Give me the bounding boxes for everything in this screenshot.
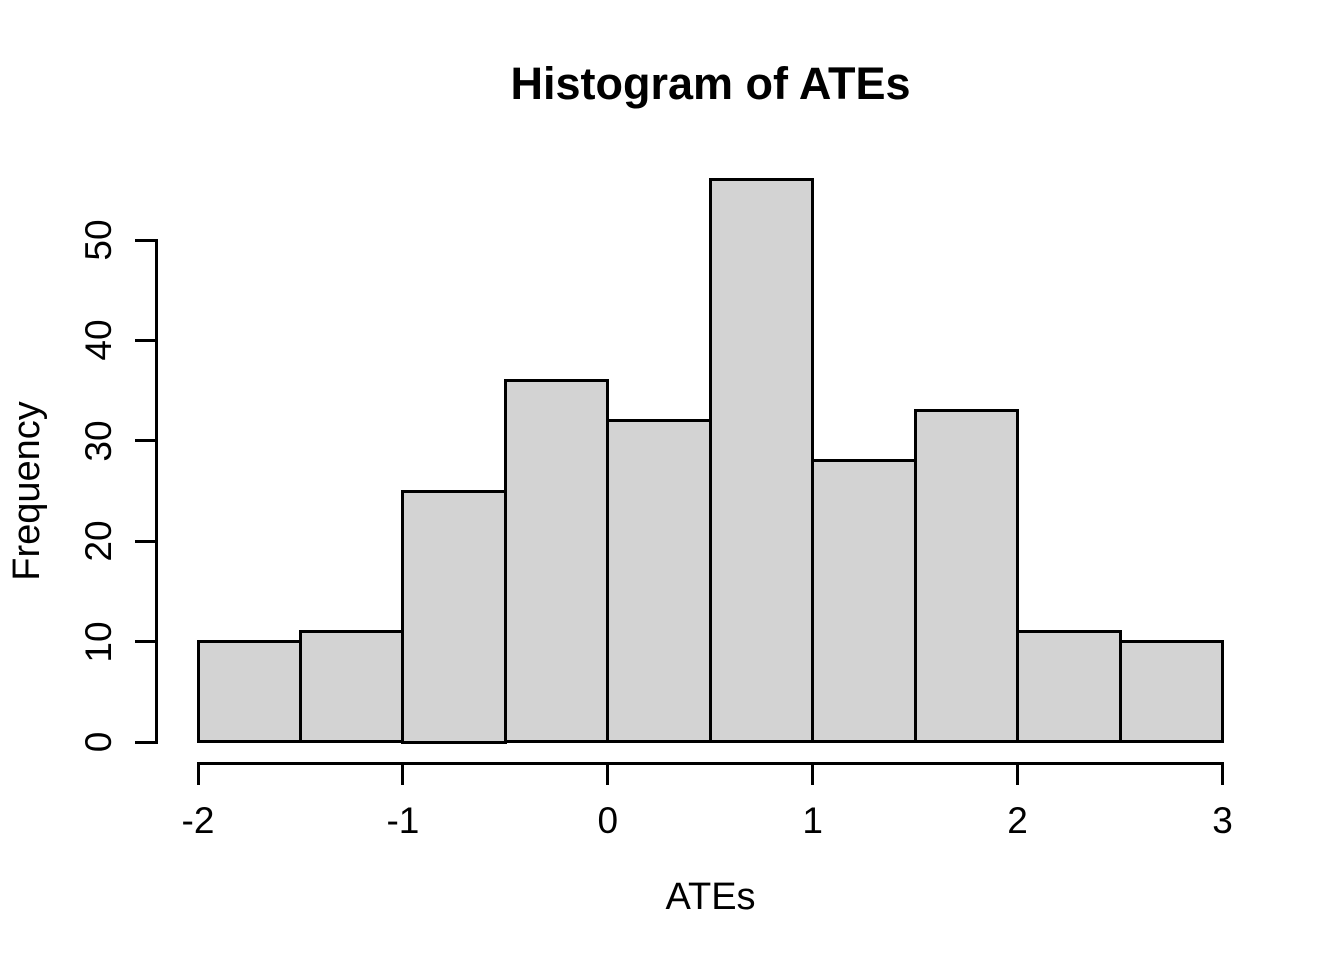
histogram-bar [196, 640, 302, 744]
x-axis-tick [1221, 764, 1224, 785]
histogram-bar [606, 419, 712, 744]
x-axis-tick [606, 764, 610, 785]
y-axis-tick-label: 10 [78, 621, 119, 663]
x-axis-tick [811, 764, 815, 785]
y-axis-tick-label: 40 [78, 319, 119, 361]
x-axis-tick [1016, 764, 1020, 785]
chart-title: Histogram of ATEs [510, 58, 911, 109]
x-axis-line [196, 761, 1224, 765]
y-axis-line [154, 238, 158, 744]
y-axis-tick [134, 439, 155, 443]
y-axis-tick [134, 539, 155, 543]
histogram-bar [503, 379, 610, 744]
histogram-bar [298, 630, 405, 744]
y-axis-tick-label: 50 [78, 219, 119, 261]
x-axis-tick-label: 3 [1212, 800, 1233, 841]
x-axis-tick [401, 764, 405, 785]
y-axis-tick-label: 0 [78, 731, 119, 753]
x-axis-label: ATEs [665, 876, 756, 918]
x-axis-tick-label: 1 [802, 800, 823, 841]
histogram-bar [401, 489, 507, 744]
y-axis-tick [134, 740, 155, 744]
histogram-bar [708, 178, 815, 744]
x-axis-tick [196, 764, 200, 785]
histogram-bar [1016, 630, 1122, 744]
y-axis-tick-label: 20 [78, 520, 119, 562]
y-axis-label: Frequency [6, 401, 48, 581]
x-axis-tick-label: -1 [386, 800, 420, 841]
x-axis-tick-label: -2 [181, 800, 215, 841]
y-axis-tick [134, 238, 155, 242]
x-axis-tick-label: 0 [597, 800, 619, 841]
y-axis-tick-label: 30 [78, 420, 119, 462]
y-axis-tick [134, 640, 155, 644]
histogram-bar [1118, 640, 1224, 744]
histogram-bar [811, 459, 917, 744]
y-axis-tick [134, 338, 155, 342]
x-axis-tick-label: 2 [1007, 800, 1028, 841]
histogram-bar [913, 409, 1020, 744]
